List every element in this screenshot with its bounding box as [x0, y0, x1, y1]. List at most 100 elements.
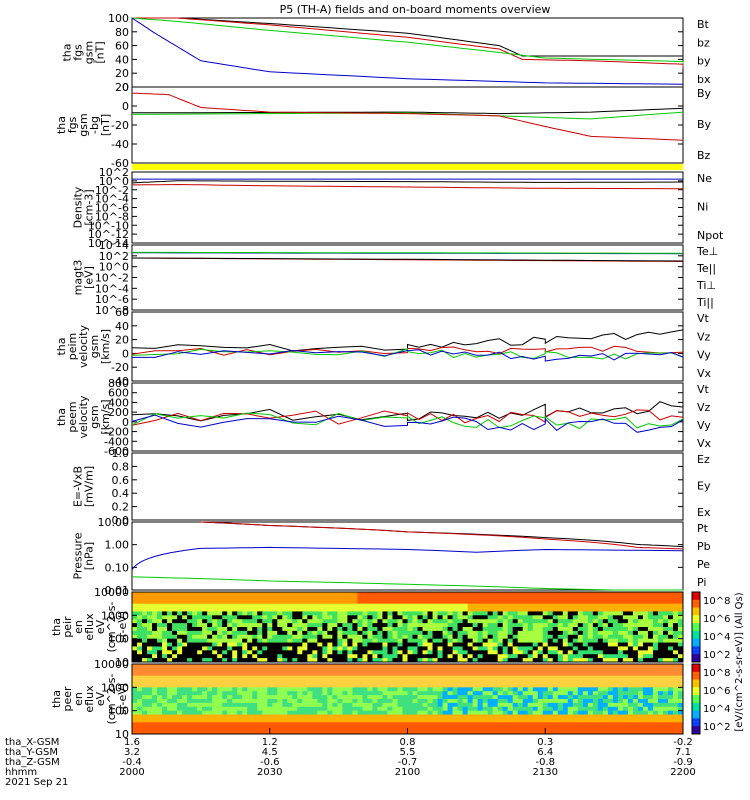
spectrogram-cell — [592, 722, 599, 727]
spectrogram-cell — [472, 683, 479, 688]
spectrogram-cell — [222, 702, 228, 708]
spectrogram-cell — [422, 619, 428, 624]
spectrogram-cell — [567, 714, 574, 719]
spectrogram-cell — [647, 611, 654, 616]
spectrogram-cell — [647, 683, 654, 688]
spectrogram-cell — [567, 722, 574, 727]
spectrogram-cell — [397, 603, 403, 608]
spectrogram-cell — [222, 683, 228, 688]
spectrogram-cell — [417, 646, 423, 651]
colorbar-tick-label: 10^6 — [703, 686, 730, 697]
spectrogram-cell — [652, 592, 659, 597]
spectrogram-cell — [222, 714, 228, 719]
spectrogram-cell — [212, 634, 218, 640]
spectrogram-cell — [257, 654, 263, 659]
spectrogram-cell — [327, 658, 333, 663]
series-line — [131, 329, 684, 352]
spectrogram-cell — [207, 687, 213, 692]
spectrogram-cell — [452, 627, 458, 632]
spectrogram-cell — [327, 675, 333, 680]
spectrogram-cell — [492, 710, 499, 715]
spectrogram-cell — [187, 679, 193, 684]
y-axis-label: velocity — [77, 395, 90, 438]
spectrogram-cell — [652, 710, 659, 715]
x-row-label: tha_Z-GSM — [5, 757, 60, 768]
spectrogram-cell — [192, 646, 198, 651]
spectrogram-cell — [437, 702, 443, 708]
spectrogram-cell — [572, 691, 579, 696]
spectrogram-cell — [387, 710, 393, 715]
spectrogram-cell — [217, 710, 223, 715]
spectrogram-cell — [537, 603, 544, 608]
spectrogram-cell — [202, 638, 208, 643]
spectrogram-cell — [312, 603, 318, 608]
spectrogram-cell — [202, 683, 208, 688]
spectrogram-cell — [367, 630, 373, 636]
spectrogram-cell — [567, 646, 574, 651]
y-tick-label: 0.6 — [112, 474, 130, 487]
spectrogram-cell — [337, 695, 343, 700]
spectrogram-cell — [632, 630, 639, 636]
spectrogram-cell — [507, 619, 514, 624]
spectrogram-cell — [492, 702, 499, 708]
spectrogram-cell — [177, 650, 183, 655]
spectrogram-cell — [627, 714, 634, 719]
spectrogram-cell — [237, 702, 243, 708]
spectrogram-cell — [362, 718, 368, 723]
spectrogram-cell — [507, 675, 514, 680]
spectrogram-cell — [257, 679, 263, 684]
spectrogram-cell — [232, 730, 238, 735]
spectrogram-cell — [497, 634, 504, 640]
spectrogram-cell — [357, 599, 363, 605]
spectrogram-cell — [257, 650, 263, 655]
spectrogram-cell — [272, 675, 278, 680]
spectrogram-cell — [632, 683, 639, 688]
spectrogram-cell — [132, 592, 138, 597]
spectrogram-cell — [657, 619, 664, 624]
spectrogram-cell — [547, 722, 554, 727]
spectrogram-cell — [272, 687, 278, 692]
spectrogram-cell — [547, 658, 554, 663]
series-line — [131, 345, 684, 356]
spectrogram-cell — [592, 664, 599, 669]
spectrogram-cell — [612, 722, 619, 727]
spectrogram-cell — [462, 667, 469, 673]
spectrogram-cell — [352, 730, 358, 735]
spectrogram-cell — [292, 630, 298, 636]
spectrogram-cell — [617, 726, 624, 731]
spectrogram-cell — [237, 654, 243, 659]
spectrogram-cell — [497, 699, 504, 704]
spectrogram-cell — [577, 718, 584, 723]
spectrogram-cell — [652, 607, 659, 612]
spectrogram-cell — [672, 702, 679, 708]
spectrogram-cell — [522, 722, 529, 727]
spectrogram-cell — [192, 722, 198, 727]
spectrogram-cell — [222, 706, 228, 712]
spectrogram-cell — [262, 623, 268, 628]
spectrogram-cell — [357, 603, 363, 608]
spectrogram-cell — [197, 699, 203, 704]
spectrogram-cell — [412, 658, 418, 663]
spectrogram-cell — [592, 726, 599, 731]
spectrogram-cell — [172, 630, 178, 636]
spectrogram-cell — [662, 687, 669, 692]
spectrogram-cell — [677, 710, 684, 715]
x-row-label: tha_X-GSM — [5, 737, 59, 748]
spectrogram-cell — [637, 687, 644, 692]
spectrogram-cell — [202, 619, 208, 624]
spectrogram-cell — [517, 714, 524, 719]
spectrogram-cell — [252, 619, 258, 624]
spectrogram-cell — [392, 664, 398, 669]
spectrogram-cell — [277, 658, 283, 663]
spectrogram-cell — [272, 718, 278, 723]
spectrogram-cell — [537, 599, 544, 605]
spectrogram-cell — [192, 695, 198, 700]
spectrogram-cell — [232, 667, 238, 673]
spectrogram-cell — [197, 642, 203, 647]
spectrogram-cell — [562, 726, 569, 731]
spectrogram-cell — [527, 592, 534, 597]
spectrogram-cell — [547, 623, 554, 628]
spectrogram-cell — [177, 714, 183, 719]
spectrogram-cell — [397, 607, 403, 612]
spectrogram-cell — [182, 623, 188, 628]
